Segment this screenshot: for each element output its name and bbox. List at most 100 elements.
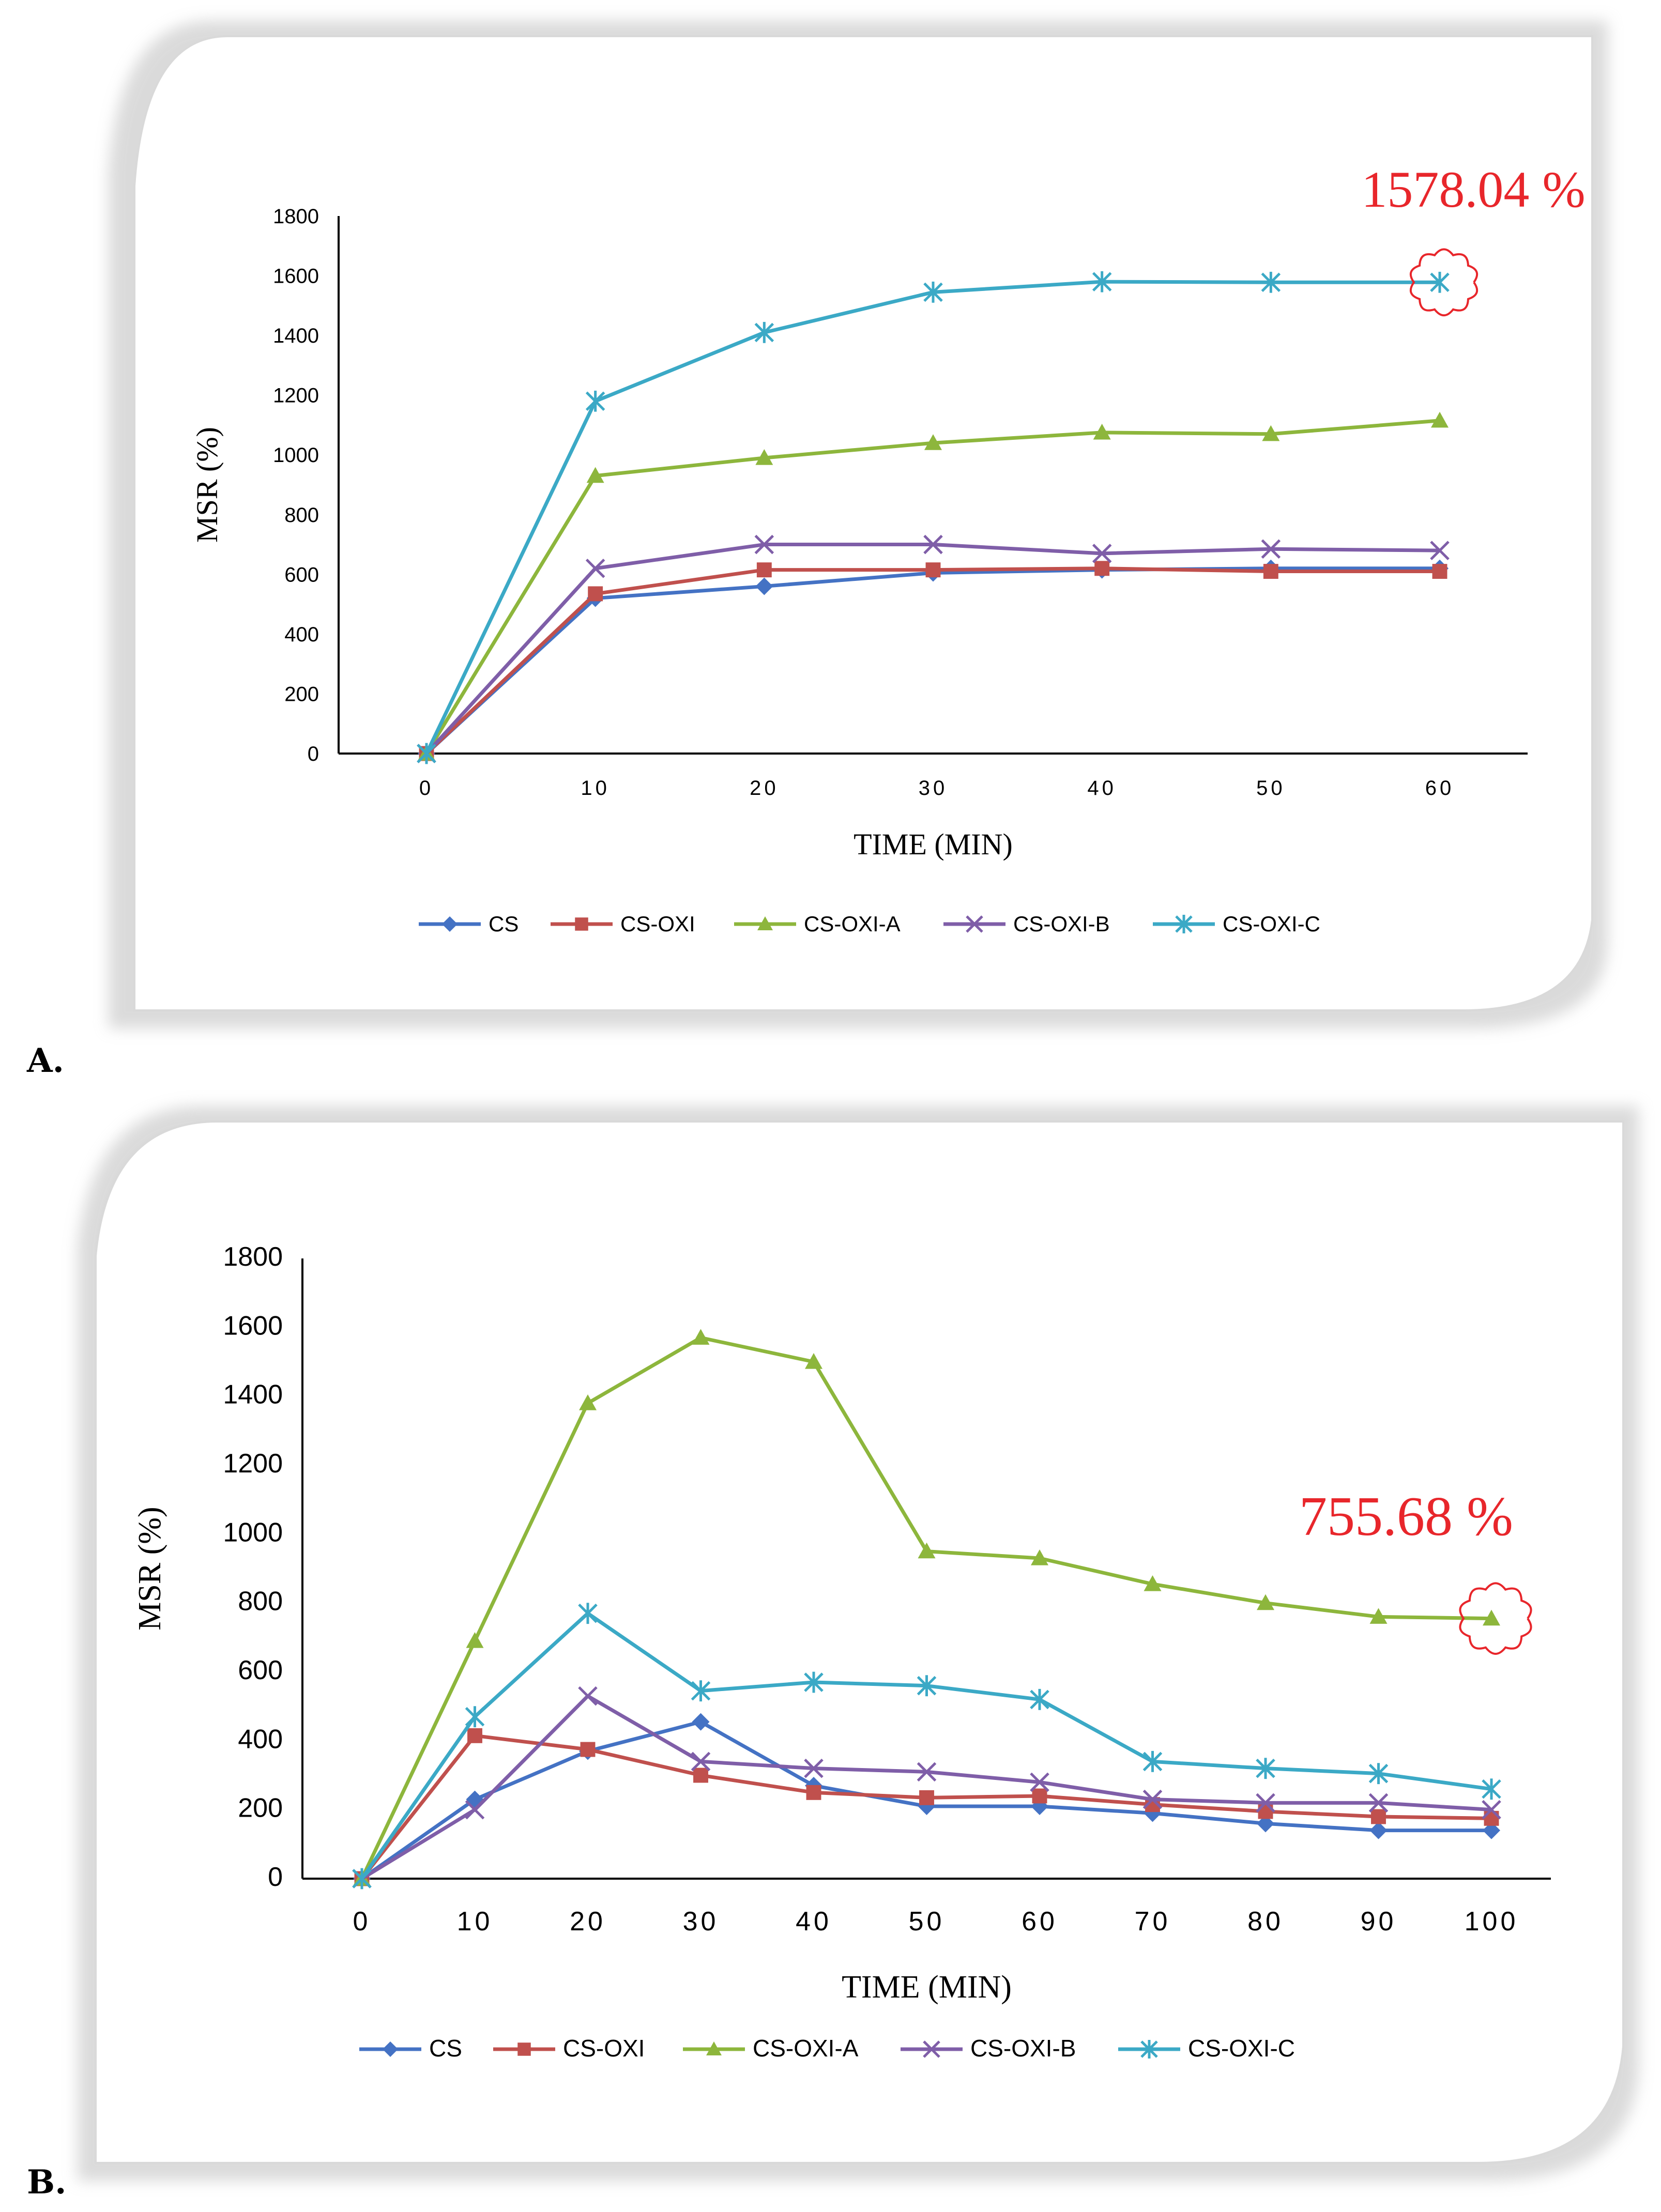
legend: CS CS-OXI CS-OXI-A CS-OXI-B CS-OXI-C: [359, 2035, 1295, 2062]
legend-label: CS: [429, 2035, 462, 2062]
marker-square: [1263, 564, 1278, 579]
legend-label: CS-OXI-A: [753, 2035, 859, 2062]
y-tick-label: 1400: [273, 325, 319, 347]
panel-label-b: B.: [27, 2163, 67, 2202]
annotation-label: 755.68 %: [1299, 1486, 1513, 1547]
marker-asterisk: [1256, 1758, 1275, 1779]
marker-square: [575, 917, 588, 931]
marker-x: [917, 1762, 937, 1782]
marker-square: [1484, 1810, 1499, 1826]
y-tick-label: 400: [238, 1724, 283, 1754]
x-tick-label: 10: [457, 1907, 493, 1937]
marker-asterisk: [352, 1868, 372, 1890]
marker-square: [467, 1728, 482, 1743]
marker-x: [585, 559, 605, 578]
marker-square: [588, 586, 603, 602]
marker-square: [925, 562, 941, 578]
marker-asterisk: [917, 1675, 937, 1697]
x-tick-label: 100: [1465, 1907, 1519, 1937]
x-axis-title: TIME (MIN): [854, 827, 1013, 861]
chart-b: 0 200 400 600 800 1000 1200 1400 1600 1800 0 10 20 30…: [78, 1106, 1639, 2181]
plot-area: 0 200 400 600 800 1000 1200 1400 1600 1800 0 10 20 30…: [132, 1242, 1551, 2062]
x-axis-title: TIME (MIN): [842, 1970, 1012, 2005]
annotation-cloud: [1409, 248, 1479, 317]
panel-a: 0 200 400 600 800 1000 1200 1400 1600 1800 0 10 20 30…: [0, 0, 1661, 1080]
legend-label: CS-OXI: [620, 912, 695, 936]
series-cs-oxi-a: [353, 1329, 1500, 1886]
marker-x: [691, 1752, 711, 1772]
legend-item: CS-OXI-C: [1118, 2035, 1295, 2062]
marker-x: [465, 1800, 485, 1820]
marker-square: [806, 1785, 821, 1800]
marker-x: [578, 1686, 598, 1706]
y-tick-label: 1200: [273, 385, 319, 407]
marker-x: [1368, 1793, 1389, 1813]
marker-square: [1371, 1809, 1386, 1824]
marker-triangle: [924, 434, 942, 450]
marker-x: [1261, 539, 1281, 559]
marker-asterisk: [1368, 1763, 1389, 1785]
marker-triangle: [706, 2041, 722, 2055]
legend-item: CS-OXI-A: [683, 2035, 859, 2062]
marker-triangle: [1093, 423, 1111, 440]
marker-x: [1482, 1800, 1501, 1820]
y-axis-title: MSR (%): [132, 1507, 167, 1630]
legend-label: CS-OXI: [563, 2035, 645, 2062]
marker-asterisk: [417, 743, 436, 764]
legend-label: CS-OXI-C: [1188, 2035, 1295, 2062]
marker-asterisk: [1092, 271, 1112, 293]
legend-item: CS-OXI-A: [734, 912, 901, 936]
marker-square: [693, 1768, 708, 1783]
marker-x: [1030, 1772, 1049, 1792]
x-tick-label: 60: [1425, 777, 1455, 800]
marker-diamond: [755, 577, 773, 595]
legend-item: CS: [419, 912, 519, 936]
x-tick-label: 20: [570, 1907, 606, 1937]
marker-asterisk: [1175, 915, 1193, 933]
marker-triangle: [1431, 411, 1449, 428]
marker-asterisk: [1142, 1750, 1163, 1772]
marker-triangle: [1369, 1608, 1388, 1624]
y-tick-label: 600: [238, 1655, 283, 1685]
legend-item: CS: [359, 2035, 462, 2062]
x-tick-label: 10: [581, 777, 610, 800]
x-tick-label: 30: [683, 1907, 719, 1937]
marker-diamond: [1369, 1821, 1388, 1839]
marker-triangle: [918, 1542, 936, 1559]
y-tick-label: 800: [284, 504, 319, 527]
y-tick-label: 200: [238, 1793, 283, 1823]
y-tick-label: 0: [268, 1862, 283, 1892]
legend-item: CS-OXI: [493, 2035, 645, 2062]
marker-square: [1432, 564, 1447, 579]
legend-label: CS-OXI-B: [970, 2035, 1076, 2062]
marker-asterisk: [691, 1680, 711, 1702]
marker-triangle: [586, 467, 604, 483]
y-tick-label: 600: [284, 563, 319, 586]
frame: [95, 1120, 1624, 2164]
marker-diamond: [383, 2041, 398, 2057]
marker-triangle: [1144, 1575, 1162, 1591]
y-tick-label: 800: [238, 1587, 283, 1617]
marker-triangle: [692, 1329, 710, 1345]
legend-item: CS-OXI-C: [1153, 912, 1320, 936]
y-tick-label: 1000: [223, 1517, 283, 1547]
marker-triangle: [466, 1632, 484, 1648]
marker-diamond: [692, 1713, 710, 1731]
marker-asterisk: [1482, 1778, 1501, 1800]
marker-triangle: [579, 1394, 597, 1410]
marker-square: [756, 562, 772, 578]
marker-x: [966, 915, 983, 933]
marker-asterisk: [923, 281, 943, 303]
x-tick-label: 90: [1361, 1907, 1397, 1937]
marker-asterisk: [1140, 2040, 1158, 2059]
y-tick-label: 400: [284, 623, 319, 646]
marker-square: [580, 1742, 596, 1757]
legend-item: CS-OXI: [551, 912, 695, 936]
x-tick-label: 50: [909, 1907, 945, 1937]
marker-x: [1430, 541, 1450, 560]
marker-triangle: [1257, 1594, 1274, 1610]
legend-label: CS: [489, 912, 519, 936]
y-tick-label: 0: [308, 743, 319, 765]
marker-triangle: [1483, 1609, 1500, 1626]
marker-asterisk: [585, 390, 605, 412]
